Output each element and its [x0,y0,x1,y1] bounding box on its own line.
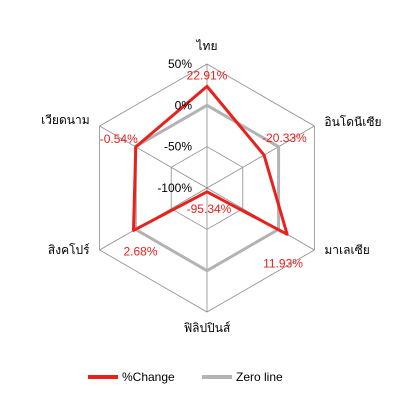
legend-item-zero: Zero line [202,370,283,384]
category-label: ฟิลิปปินส์ [184,321,231,335]
series-change-line [131,84,289,236]
tick-label: -100% [157,181,192,195]
tick-label: -50% [164,140,192,154]
legend-item-change: %Change [88,370,175,384]
category-label: ไทย [196,39,218,53]
tick-label: 50% [168,57,192,71]
data-label: -20.33% [262,131,307,145]
category-label: สิงคโปร์ [48,243,90,257]
data-label: 22.91% [187,68,228,82]
axis-spoke [206,125,315,189]
label-layer: 50% 0% -50% -100% ไทยอินโดนีเซียมาเลเซียฟิลิ… [41,39,381,335]
data-label: 2.68% [123,244,157,258]
legend-label: Zero line [236,370,283,384]
legend: %Change Zero line [88,370,283,384]
category-label: เวียดนาม [41,113,90,127]
axis-spoke [99,125,208,189]
data-label: 11.93% [263,256,303,270]
series-layer [131,84,289,273]
legend-label: %Change [122,370,175,384]
tick-label: 0% [175,98,193,112]
category-label: อินโดนีเซีย [324,115,381,129]
grid-layer [99,63,315,313]
category-label: มาเลเซีย [324,243,369,257]
data-label: -0.54% [100,132,138,146]
data-label: -95.34% [187,202,232,216]
